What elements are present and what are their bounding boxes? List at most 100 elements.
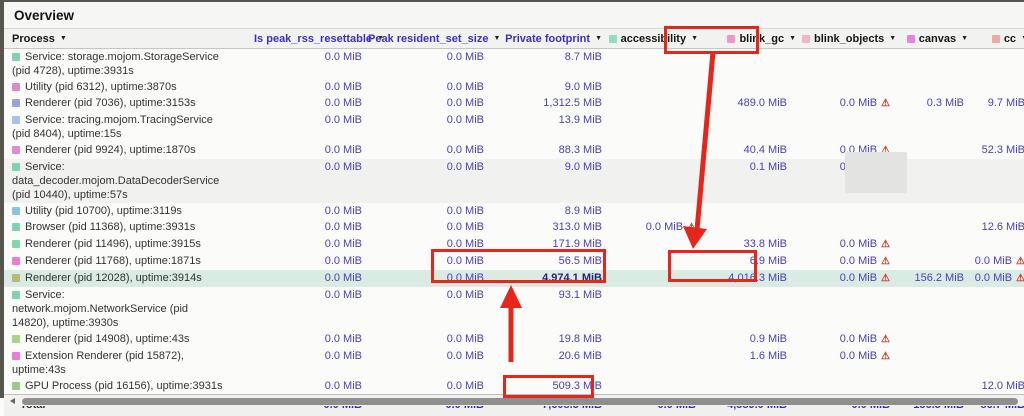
cell-blink_objects[interactable]: 0.0 MiB⚠ [802, 95, 900, 112]
cell-canvas[interactable] [900, 79, 974, 95]
sort-dropdown-icon[interactable]: ▼ [493, 35, 500, 42]
column-header-canvas[interactable]: canvas▼ [900, 29, 974, 49]
cell-peak_resident_set_size[interactable]: 0.0 MiB [368, 348, 490, 378]
table-row[interactable]: Extension Renderer (pid 15872),uptime:43… [4, 348, 1024, 378]
cell-is_peak_rss_resettable[interactable]: 0.0 MiB [254, 79, 368, 95]
cell-process[interactable]: Renderer (pid 9924), uptime:1870s [4, 142, 254, 159]
cell-accessibility[interactable] [608, 331, 704, 348]
cell-canvas[interactable] [900, 49, 974, 80]
cell-peak_resident_set_size[interactable]: 0.0 MiB [368, 287, 490, 331]
cell-peak_resident_set_size[interactable]: 0.0 MiB [368, 219, 490, 236]
cell-canvas[interactable] [900, 331, 974, 348]
cell-accessibility[interactable] [608, 203, 704, 219]
cell-canvas[interactable] [900, 203, 974, 219]
cell-private_footprint[interactable]: 88.3 MiB [490, 142, 608, 159]
cell-canvas[interactable] [900, 287, 974, 331]
horizontal-scrollbar[interactable] [4, 396, 1024, 406]
cell-process[interactable]: Service:network.mojom.NetworkService (pi… [4, 287, 254, 331]
cell-process[interactable]: Utility (pid 10700), uptime:3119s [4, 203, 254, 219]
cell-blink_gc[interactable] [704, 112, 802, 142]
cell-cc[interactable] [974, 159, 1024, 203]
cell-is_peak_rss_resettable[interactable]: 0.0 MiB [254, 270, 368, 287]
column-header-process[interactable]: Process▼ [4, 29, 254, 49]
cell-cc[interactable] [974, 331, 1024, 348]
cell-peak_resident_set_size[interactable]: 0.0 MiB [368, 203, 490, 219]
cell-private_footprint[interactable]: 9.0 MiB [490, 79, 608, 95]
cell-process[interactable]: Extension Renderer (pid 15872),uptime:43… [4, 348, 254, 378]
cell-is_peak_rss_resettable[interactable]: 0.0 MiB [254, 378, 368, 395]
cell-canvas[interactable]: 0.3 MiB [900, 95, 974, 112]
cell-accessibility[interactable] [608, 49, 704, 80]
cell-blink_gc[interactable]: 0.1 MiB [704, 159, 802, 203]
cell-accessibility[interactable] [608, 253, 704, 270]
cell-process[interactable]: GPU Process (pid 16156), uptime:3931s [4, 378, 254, 395]
column-header-private_footprint[interactable]: Private footprint▼ [490, 29, 608, 49]
cell-is_peak_rss_resettable[interactable]: 0.0 MiB [254, 112, 368, 142]
cell-canvas[interactable] [900, 253, 974, 270]
cell-private_footprint[interactable]: 8.9 MiB [490, 203, 608, 219]
cell-is_peak_rss_resettable[interactable]: 0.0 MiB [254, 219, 368, 236]
cell-private_footprint[interactable]: 19.8 MiB [490, 331, 608, 348]
cell-blink_objects[interactable]: 0.0 MiB⚠ [802, 270, 900, 287]
cell-is_peak_rss_resettable[interactable]: 0.0 MiB [254, 142, 368, 159]
cell-cc[interactable]: 52.3 MiB [974, 142, 1024, 159]
cell-blink_objects[interactable] [802, 79, 900, 95]
cell-private_footprint[interactable]: 171.9 MiB [490, 236, 608, 253]
cell-blink_gc[interactable] [704, 378, 802, 395]
cell-cc[interactable] [974, 236, 1024, 253]
cell-private_footprint[interactable]: 8.7 MiB [490, 49, 608, 80]
cell-process[interactable]: Renderer (pid 7036), uptime:3153s [4, 95, 254, 112]
cell-process[interactable]: Renderer (pid 12028), uptime:3914s [4, 270, 254, 287]
cell-process[interactable]: Service: tracing.mojom.TracingService(pi… [4, 112, 254, 142]
table-row[interactable]: Service:network.mojom.NetworkService (pi… [4, 287, 1024, 331]
cell-cc[interactable] [974, 348, 1024, 378]
cell-private_footprint[interactable]: 509.3 MiB [490, 378, 608, 395]
scrollbar-thumb[interactable] [22, 398, 1018, 405]
column-header-peak_resident_set_size[interactable]: Peak resident_set_size▼ [368, 29, 490, 49]
cell-blink_gc[interactable] [704, 49, 802, 80]
cell-canvas[interactable]: 156.2 MiB [900, 270, 974, 287]
cell-peak_resident_set_size[interactable]: 0.0 MiB [368, 236, 490, 253]
cell-blink_gc[interactable] [704, 203, 802, 219]
cell-private_footprint[interactable]: 56.5 MiB [490, 253, 608, 270]
cell-cc[interactable] [974, 112, 1024, 142]
cell-is_peak_rss_resettable[interactable]: 0.0 MiB [254, 253, 368, 270]
column-header-blink_objects[interactable]: blink_objects▼ [802, 29, 900, 49]
cell-cc[interactable]: 0.0 MiB⚠ [974, 253, 1024, 270]
cell-accessibility[interactable] [608, 79, 704, 95]
cell-is_peak_rss_resettable[interactable]: 0.0 MiB [254, 95, 368, 112]
column-header-is_peak_rss_resettable[interactable]: Is peak_rss_resettable▼ [254, 29, 368, 49]
cell-is_peak_rss_resettable[interactable]: 0.0 MiB [254, 203, 368, 219]
cell-accessibility[interactable] [608, 159, 704, 203]
cell-accessibility[interactable] [608, 287, 704, 331]
column-header-blink_gc[interactable]: blink_gc▼ [704, 29, 802, 49]
sort-dropdown-icon[interactable]: ▼ [595, 35, 602, 42]
cell-peak_resident_set_size[interactable]: 0.0 MiB [368, 95, 490, 112]
cell-private_footprint[interactable]: 13.9 MiB [490, 112, 608, 142]
cell-is_peak_rss_resettable[interactable]: 0.0 MiB [254, 159, 368, 203]
cell-cc[interactable]: 12.6 MiB [974, 219, 1024, 236]
cell-blink_objects[interactable]: 0.0 MiB⚠ [802, 348, 900, 378]
cell-process[interactable]: Service: storage.mojom.StorageService(pi… [4, 49, 254, 80]
cell-blink_objects[interactable]: 0.0 MiB⚠ [802, 331, 900, 348]
cell-blink_objects[interactable] [802, 287, 900, 331]
sort-dropdown-icon[interactable]: ▼ [691, 35, 698, 42]
cell-is_peak_rss_resettable[interactable]: 0.0 MiB [254, 348, 368, 378]
column-header-accessibility[interactable]: accessibility▼ [608, 29, 704, 49]
table-row[interactable]: Service: storage.mojom.StorageService(pi… [4, 49, 1024, 80]
cell-cc[interactable] [974, 49, 1024, 80]
cell-peak_resident_set_size[interactable]: 0.0 MiB [368, 142, 490, 159]
cell-blink_gc[interactable] [704, 287, 802, 331]
cell-peak_resident_set_size[interactable]: 0.0 MiB [368, 378, 490, 395]
cell-peak_resident_set_size[interactable]: 0.0 MiB [368, 253, 490, 270]
cell-process[interactable]: Service:data_decoder.mojom.DataDecoderSe… [4, 159, 254, 203]
cell-canvas[interactable] [900, 219, 974, 236]
cell-private_footprint[interactable]: 20.6 MiB [490, 348, 608, 378]
cell-process[interactable]: Browser (pid 11368), uptime:3931s [4, 219, 254, 236]
cell-peak_resident_set_size[interactable]: 0.0 MiB [368, 79, 490, 95]
cell-canvas[interactable] [900, 348, 974, 378]
cell-peak_resident_set_size[interactable]: 0.0 MiB [368, 270, 490, 287]
cell-blink_objects[interactable] [802, 112, 900, 142]
